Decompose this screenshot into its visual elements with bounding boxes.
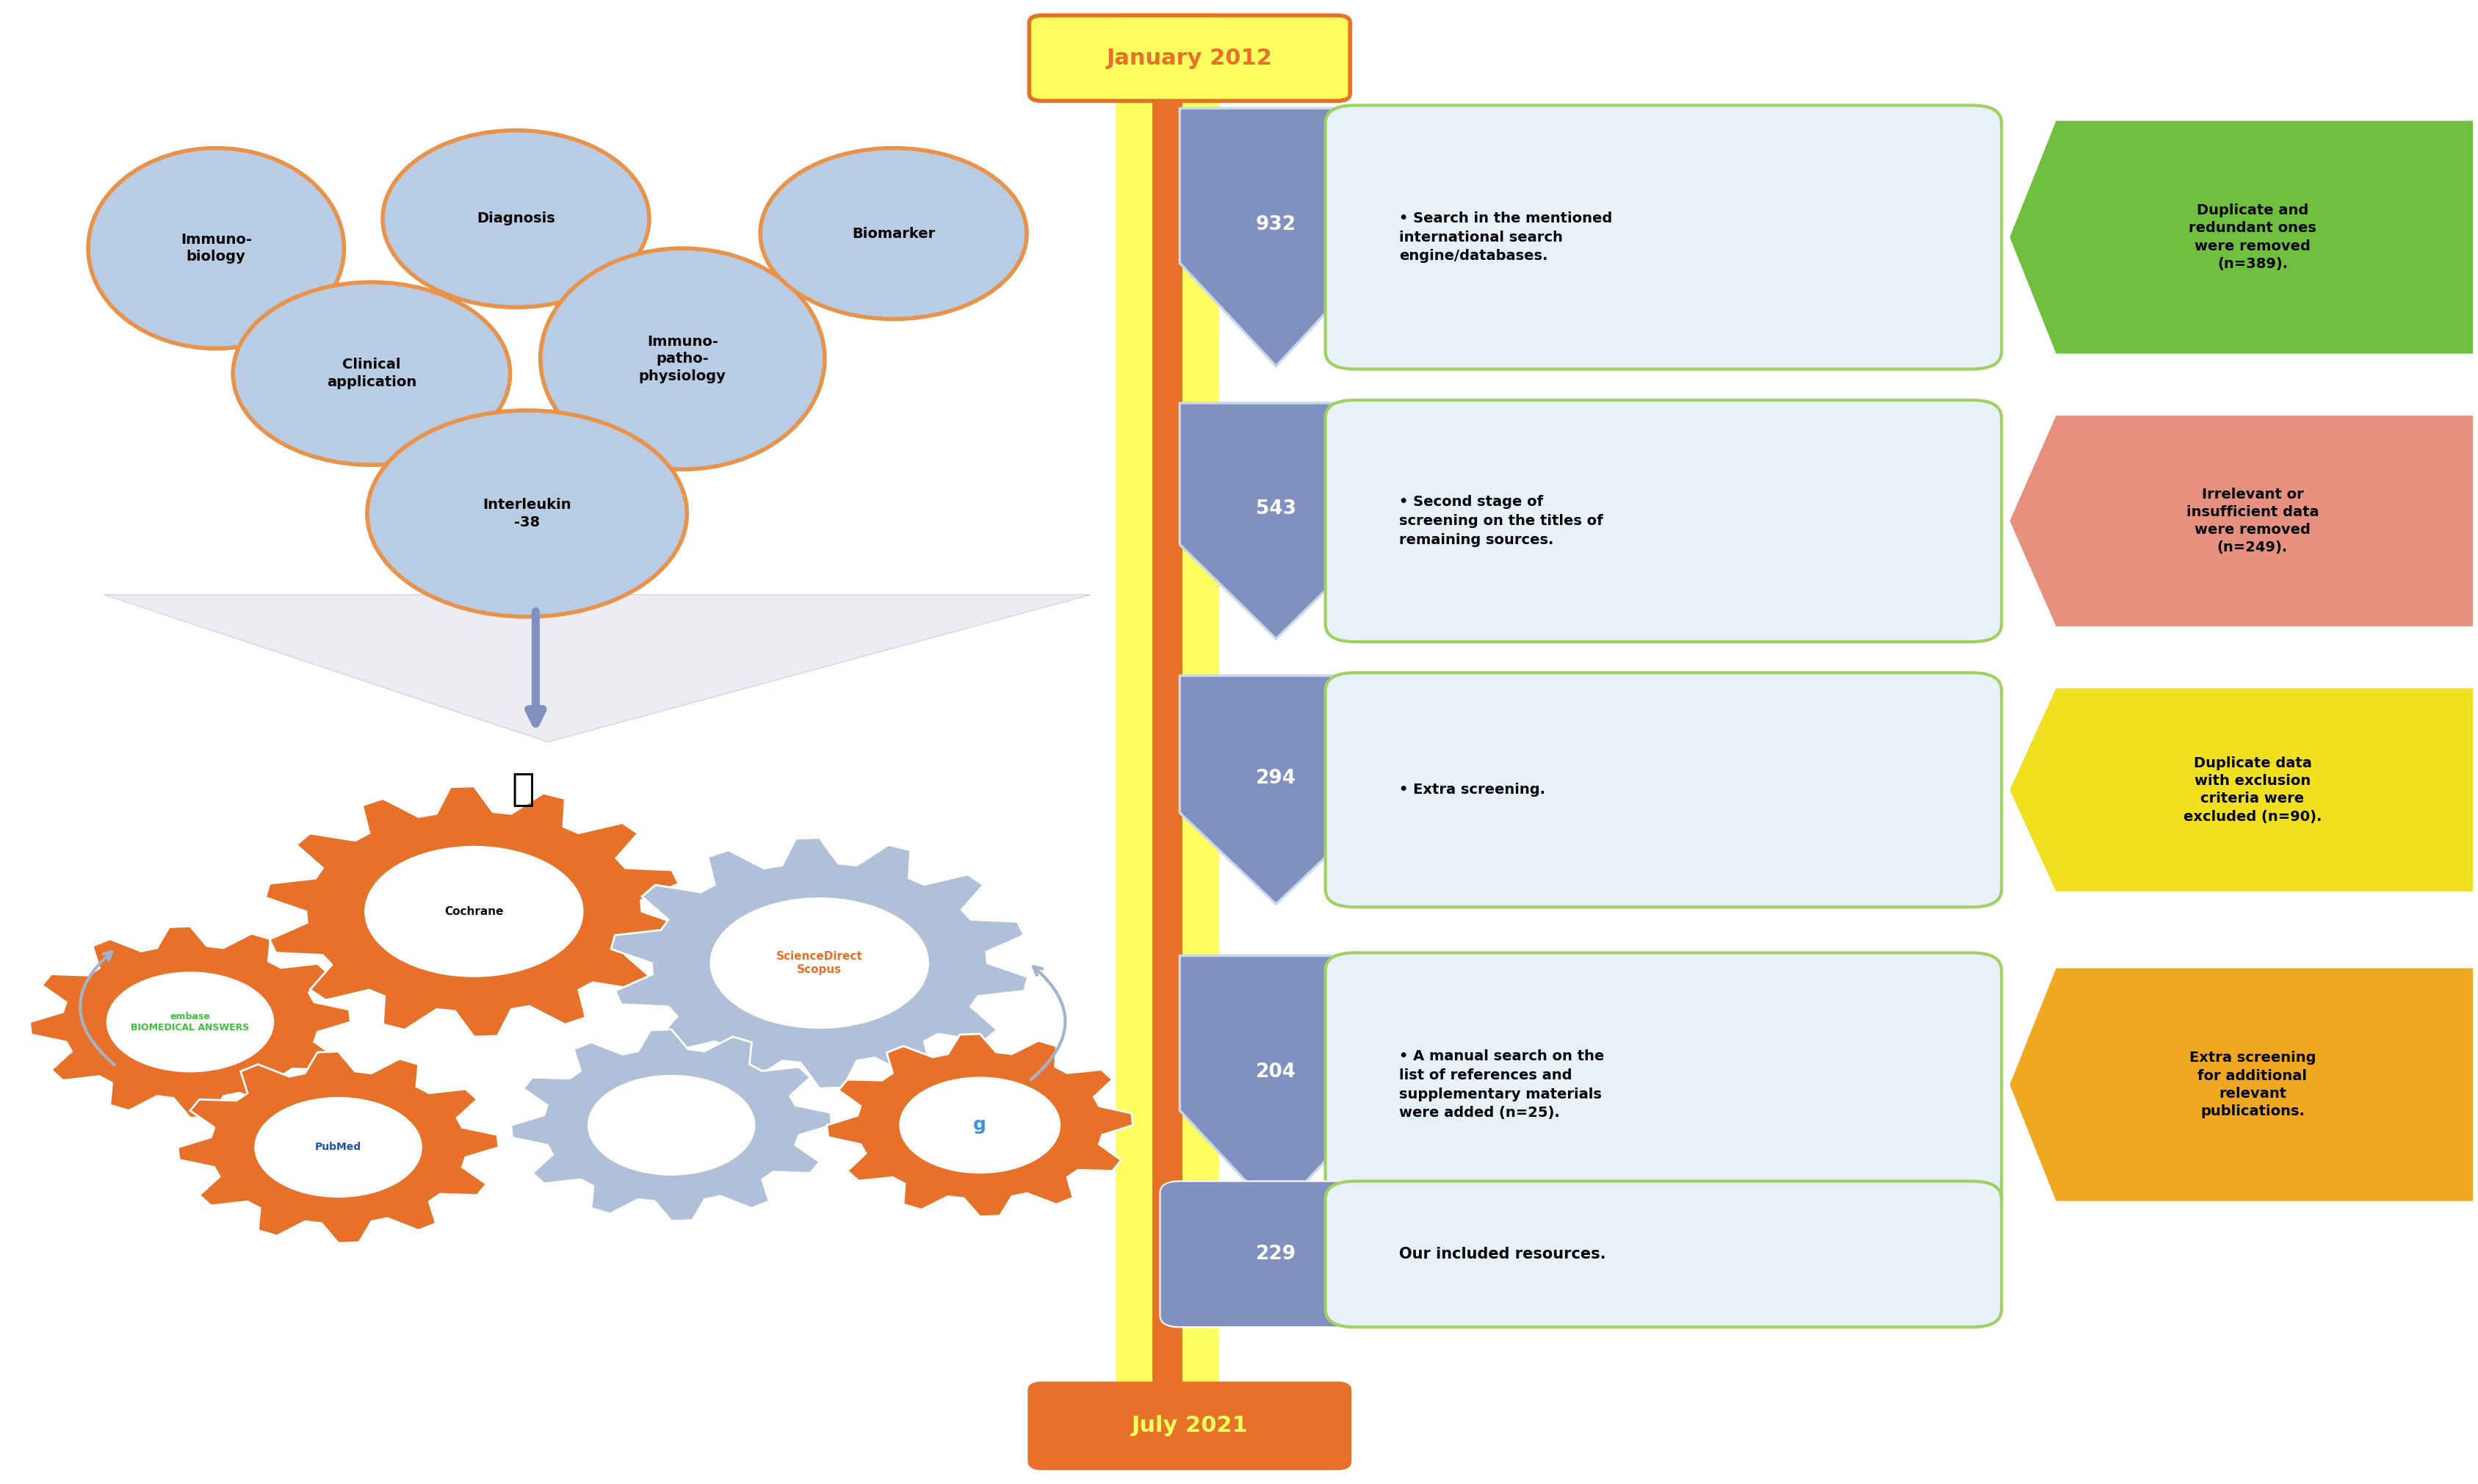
- FancyBboxPatch shape: [1326, 1181, 2002, 1327]
- Polygon shape: [828, 1034, 1132, 1217]
- FancyBboxPatch shape: [1028, 1383, 1351, 1469]
- Ellipse shape: [367, 411, 686, 617]
- Text: Biomarker: Biomarker: [852, 227, 934, 240]
- Polygon shape: [612, 838, 1028, 1088]
- Polygon shape: [1180, 675, 1373, 904]
- Ellipse shape: [761, 148, 1026, 319]
- FancyBboxPatch shape: [1326, 672, 2002, 907]
- Text: 🔍: 🔍: [513, 770, 535, 809]
- Text: Interleukin
-38: Interleukin -38: [483, 499, 572, 530]
- Text: Immuno-
patho-
physiology: Immuno- patho- physiology: [639, 334, 726, 383]
- FancyBboxPatch shape: [1326, 953, 2002, 1217]
- Text: Diagnosis: Diagnosis: [476, 212, 555, 226]
- Text: MEDLINE: MEDLINE: [649, 1120, 694, 1129]
- Text: 294: 294: [1256, 769, 1296, 788]
- FancyBboxPatch shape: [1160, 1181, 1393, 1327]
- Circle shape: [107, 972, 273, 1071]
- Polygon shape: [2010, 120, 2478, 355]
- Polygon shape: [2010, 968, 2478, 1202]
- FancyBboxPatch shape: [1326, 105, 2002, 370]
- FancyBboxPatch shape: [1115, 12, 1219, 1420]
- Ellipse shape: [540, 248, 825, 469]
- Text: • A manual search on the
list of references and
supplementary materials
were add: • A manual search on the list of referen…: [1400, 1049, 1603, 1120]
- Polygon shape: [265, 787, 681, 1037]
- FancyBboxPatch shape: [1028, 15, 1351, 101]
- Text: 543: 543: [1256, 500, 1296, 519]
- Text: • Search in the mentioned
international search
engine/databases.: • Search in the mentioned international …: [1400, 211, 1613, 263]
- Polygon shape: [104, 595, 1090, 742]
- Text: ScienceDirect
Scopus: ScienceDirect Scopus: [776, 951, 862, 975]
- Text: Irrelevant or
insufficient data
were removed
(n=249).: Irrelevant or insufficient data were rem…: [2186, 487, 2319, 555]
- Text: Duplicate data
with exclusion
criteria were
excluded (n=90).: Duplicate data with exclusion criteria w…: [2183, 757, 2322, 824]
- Circle shape: [255, 1098, 421, 1198]
- Text: January 2012: January 2012: [1108, 47, 1274, 68]
- Text: • Second stage of
screening on the titles of
remaining sources.: • Second stage of screening on the title…: [1400, 496, 1603, 546]
- Circle shape: [364, 846, 582, 976]
- Text: Clinical
application: Clinical application: [327, 358, 416, 389]
- Circle shape: [587, 1076, 756, 1175]
- Polygon shape: [1180, 956, 1373, 1214]
- Text: Extra screening
for additional
relevant
publications.: Extra screening for additional relevant …: [2188, 1051, 2317, 1119]
- Polygon shape: [2010, 687, 2478, 892]
- Circle shape: [711, 898, 929, 1028]
- FancyBboxPatch shape: [1152, 42, 1182, 1391]
- Text: Our included resources.: Our included resources.: [1400, 1247, 1606, 1261]
- Polygon shape: [30, 926, 349, 1117]
- Polygon shape: [1180, 108, 1373, 367]
- Polygon shape: [1180, 404, 1373, 638]
- Ellipse shape: [382, 131, 649, 307]
- Text: Cochrane: Cochrane: [444, 905, 503, 917]
- Text: PubMed: PubMed: [315, 1143, 362, 1153]
- Text: Immuno-
biology: Immuno- biology: [181, 233, 253, 264]
- Text: July 2021: July 2021: [1132, 1416, 1249, 1437]
- Text: Duplicate and
redundant ones
were removed
(n=389).: Duplicate and redundant ones were remove…: [2188, 203, 2317, 272]
- Polygon shape: [178, 1052, 498, 1244]
- Polygon shape: [510, 1030, 833, 1221]
- Text: • Extra screening.: • Extra screening.: [1400, 784, 1546, 797]
- Polygon shape: [2010, 416, 2478, 628]
- Text: 932: 932: [1256, 215, 1296, 234]
- Text: g: g: [974, 1116, 986, 1134]
- FancyBboxPatch shape: [1326, 401, 2002, 641]
- Ellipse shape: [89, 148, 344, 349]
- Text: 229: 229: [1256, 1245, 1296, 1264]
- Ellipse shape: [233, 282, 510, 464]
- Text: 204: 204: [1256, 1063, 1296, 1082]
- Circle shape: [900, 1077, 1061, 1172]
- Text: embase
BIOMEDICAL ANSWERS: embase BIOMEDICAL ANSWERS: [131, 1012, 250, 1033]
